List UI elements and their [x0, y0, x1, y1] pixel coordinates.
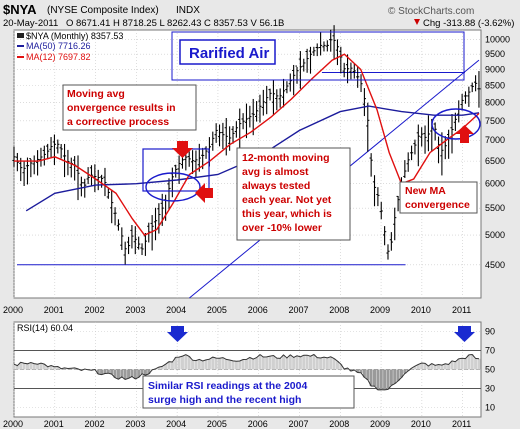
moving-avg-note-line3: a corrective process [67, 116, 169, 128]
price-y-tick-label: 4500 [485, 260, 505, 270]
price-y-tick-label: 8000 [485, 98, 505, 108]
price-y-tick-label: 6000 [485, 179, 505, 189]
rsi-x-tick-label: 2010 [411, 419, 431, 429]
twelve-month-note-line3: always tested [242, 180, 310, 192]
blue-arrow-down-2004-icon [167, 326, 188, 342]
price-y-tick-label: 9000 [485, 64, 505, 74]
rsi-x-tick-label: 2009 [370, 419, 390, 429]
rsi-x-tick-label: 2011 [452, 419, 471, 429]
rsi-x-tick-label: 2005 [207, 419, 227, 429]
price-y-tick-label: 6500 [485, 156, 505, 166]
price-y-tick-label: 7000 [485, 135, 505, 145]
rsi-x-axis: 2000 2001 2002 2003 2004 2005 2006 2007 2008 2009… [3, 419, 471, 429]
rsi-note-box [142, 375, 355, 409]
price-y-tick-label: 5000 [485, 230, 505, 240]
watermark: © StockCharts.com [388, 6, 474, 17]
new-ma-note-line2: convergence [405, 199, 470, 211]
legend-ma12: MA(12) 7697.82 [26, 52, 91, 62]
index-name: (NYSE Composite Index) [47, 5, 159, 16]
moving-avg-note-line2: onvergence results in [67, 102, 176, 114]
price-y-tick-label: 9500 [485, 49, 505, 59]
price-x-axis: 2000 2001 2002 2003 2004 2005 2006 2007 2008 2009… [3, 305, 471, 315]
price-y-tick-label: 8500 [485, 81, 505, 91]
rsi-fill [12, 354, 481, 390]
price-x-tick-label: 2011 [452, 305, 471, 315]
rsi-y-axis: 10 30 50 70 90 [485, 327, 495, 413]
red-arrow-up-icon [455, 125, 474, 143]
price-y-axis: 4500 5000 5500 6000 6500 7000 7500 8000 8500 9000… [485, 35, 510, 270]
rarified-label-box [179, 39, 276, 65]
new-ma-note-box [399, 181, 478, 214]
rsi-x-tick-label: 2004 [166, 419, 186, 429]
annotations: Rarified Air Moving avg onvergence resul… [62, 31, 481, 241]
price-legend: $NYA (Monthly) 8357.53 MA(50) 7716.26 MA… [17, 31, 123, 62]
red-arrow-down-icon [172, 141, 193, 158]
price-x-tick-label: 2004 [166, 305, 186, 315]
legend-price: $NYA (Monthly) 8357.53 [26, 31, 123, 41]
rarified-label: Rarified Air [189, 45, 269, 62]
rsi-x-tick-label: 2006 [248, 419, 268, 429]
rsi-x-tick-label: 2000 [3, 419, 23, 429]
date-label: 20-May-2011 [3, 18, 58, 29]
price-x-tick-label: 2002 [85, 305, 105, 315]
rsi-y-tick-label: 30 [485, 384, 495, 394]
rsi-y-tick-label: 50 [485, 365, 495, 375]
twelve-month-note-box [236, 147, 351, 241]
rsi-y-tick-label: 70 [485, 346, 495, 356]
symbol-label: $NYA [3, 2, 37, 17]
twelve-month-note-line1: 12-month moving [242, 152, 330, 164]
rarified-zone [171, 31, 465, 81]
price-x-tick-label: 2006 [248, 305, 268, 315]
new-ma-note-line1: New MA [405, 185, 446, 197]
ma12-line [14, 53, 480, 236]
rsi-line [13, 353, 480, 391]
price-y-tick-label: 7500 [485, 116, 505, 126]
blue-arrow-down-2011-icon [454, 326, 475, 342]
red-arrow-left-icon [195, 183, 213, 203]
ohlc-readout: O 8671.41 H 8718.25 L 8262.43 C 8357.53 … [66, 18, 284, 29]
rsi-x-tick-label: 2003 [125, 419, 145, 429]
rsi-x-tick-label: 2007 [288, 419, 308, 429]
moving-avg-note-line1: Moving avg [67, 88, 125, 100]
change-readout: Chg -313.88 (-3.62%) [423, 18, 514, 29]
price-y-tick-label: 5500 [485, 203, 505, 213]
rsi-x-tick-label: 2002 [85, 419, 105, 429]
index-suffix: INDX [176, 5, 200, 16]
price-x-tick-label: 2000 [3, 305, 23, 315]
ma50-line [25, 105, 480, 212]
price-x-tick-label: 2005 [207, 305, 227, 315]
rsi-legend: RSI(14) 60.04 [17, 323, 73, 333]
moving-avg-note-box [62, 84, 197, 131]
rsi-note-line2: surge high and the recent high [148, 394, 301, 406]
price-x-tick-label: 2003 [125, 305, 145, 315]
legend-ma50: MA(50) 7716.26 [26, 41, 91, 51]
price-x-tick-label: 2007 [288, 305, 308, 315]
twelve-month-note-line6: over -10% lower [242, 222, 322, 234]
rsi-note-line1: Similar RSI readings at the 2004 [148, 380, 307, 392]
legend-swatch-price [17, 33, 24, 38]
price-x-tick-label: 2008 [329, 305, 349, 315]
change-down-arrow-icon [414, 19, 420, 25]
twelve-month-note-line2: avg is almost [242, 166, 309, 178]
twelve-month-note-line5: this year, which is [242, 208, 332, 220]
rsi-y-tick-label: 90 [485, 327, 495, 337]
price-x-tick-label: 2010 [411, 305, 431, 315]
chart-header: $NYA (NYSE Composite Index) INDX © Stock… [3, 2, 514, 29]
price-y-tick-label: 10000 [485, 35, 510, 45]
price-x-tick-label: 2009 [370, 305, 390, 315]
rsi-y-tick-label: 10 [485, 403, 495, 413]
price-x-tick-label: 2001 [44, 305, 64, 315]
twelve-month-note-line4: each year. Not yet [242, 194, 332, 206]
rsi-x-tick-label: 2008 [329, 419, 349, 429]
convergence-2011-circle [431, 108, 481, 140]
rsi-x-tick-label: 2001 [44, 419, 64, 429]
convergence-2004-circle [145, 172, 201, 202]
